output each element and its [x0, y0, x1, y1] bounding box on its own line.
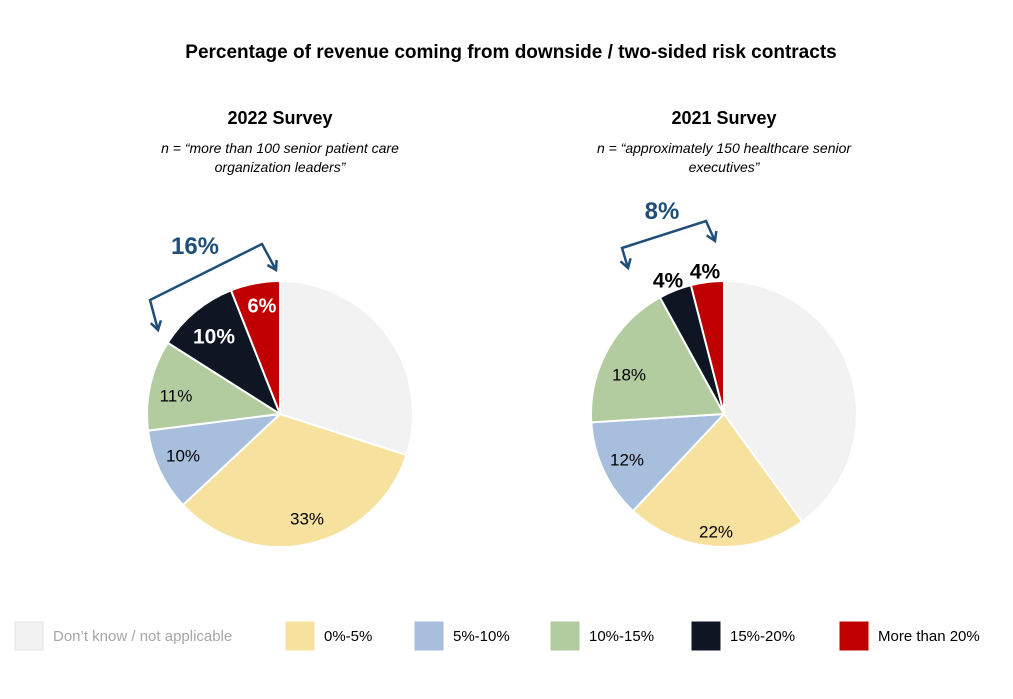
bracket-total-label: 16% [171, 233, 219, 260]
pie-subtitle-line: n = “more than 100 senior patient care [161, 140, 399, 156]
pie-slice [146, 341, 281, 432]
legend-swatch [285, 621, 315, 651]
legend-swatch [414, 621, 444, 651]
pie-subtitle-line: executives” [689, 159, 761, 175]
slice-data-label: 11% [160, 386, 193, 405]
legend-label: 5%-10% [453, 628, 510, 645]
arrowhead [266, 259, 278, 273]
arrowhead [149, 320, 163, 333]
slice-data-label: 12% [610, 450, 644, 469]
slice-data-label: 6% [248, 295, 277, 317]
legend-item: 15%-20% [691, 621, 795, 651]
slice-data-label: 33% [290, 509, 324, 528]
pie-slice [182, 413, 408, 548]
pies-layer: 2022 Survey n = “more than 100 senior pat… [146, 108, 858, 548]
pie-chart-2022: 2022 Survey n = “more than 100 senior pat… [146, 108, 414, 548]
legend-label: Don’t know / not applicable [53, 628, 232, 645]
chart-title: Percentage of revenue coming from downsi… [185, 42, 836, 63]
pie-slice [230, 280, 281, 415]
pie-subtitle-line: organization leaders” [215, 159, 347, 175]
slice-data-label: 18% [612, 365, 646, 384]
legend-swatch [14, 621, 44, 651]
slice-data-label: 4% [690, 261, 721, 284]
pie-slice [590, 413, 725, 512]
pie-title: 2022 Survey [227, 108, 332, 128]
pie-slice [631, 413, 804, 548]
legend-label: 10%-15% [589, 628, 654, 645]
legend-label: More than 20% [878, 628, 980, 645]
slice-data-label: 10% [193, 326, 235, 349]
bracket-arrow [148, 242, 278, 331]
pie-title: 2021 Survey [671, 108, 776, 128]
legend-item: 0%-5% [285, 621, 372, 651]
pie-chart-2021: 2021 Survey n = “approximately 150 health… [590, 108, 858, 548]
pie-slice [166, 289, 281, 415]
pie-slice [590, 296, 725, 424]
slice-data-label: 10% [166, 446, 200, 465]
legend: Don’t know / not applicable 0%-5% 5%-10% 10… [14, 621, 980, 651]
legend-item: More than 20% [839, 621, 980, 651]
bracket-arrow [620, 219, 717, 269]
legend-item: 10%-15% [550, 621, 654, 651]
pie-slice [147, 413, 281, 507]
arrowhead [619, 257, 632, 271]
bracket-total-label: 8% [645, 198, 680, 225]
slice-data-label: 22% [699, 522, 733, 541]
arrowhead [706, 230, 718, 244]
legend-item: 5%-10% [414, 621, 510, 651]
pie-subtitle-line: n = “approximately 150 healthcare senior [597, 140, 852, 156]
legend-swatch [691, 621, 721, 651]
legend-swatch [550, 621, 580, 651]
pie-slice [689, 280, 725, 415]
legend-label: 0%-5% [324, 628, 372, 645]
legend-item: Don’t know / not applicable [14, 621, 232, 651]
legend-swatch [839, 621, 869, 651]
pie-slice [723, 280, 858, 523]
slice-data-label: 4% [653, 270, 684, 293]
legend-label: 15%-20% [730, 628, 795, 645]
pie-slice [279, 280, 414, 457]
